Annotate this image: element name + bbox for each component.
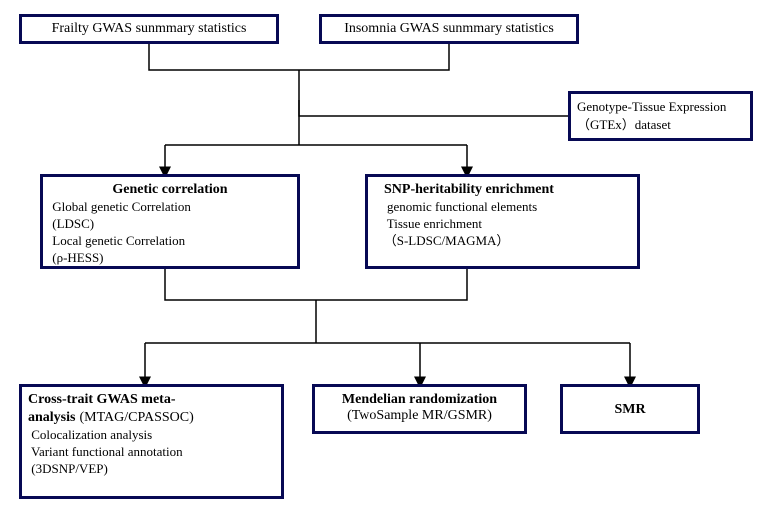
gencorr-l2: (LDSC) — [49, 215, 291, 232]
gtex-line1: Genotype-Tissue Expression — [577, 98, 744, 116]
gencorr-heading: Genetic correlation — [49, 181, 291, 198]
mr-box: Mendelian randomization (TwoSample MR/GS… — [312, 384, 527, 434]
cross-heading: Cross-trait GWAS meta- — [28, 391, 275, 408]
gtex-line2: （GTEx）dataset — [577, 116, 744, 134]
gencorr-box: Genetic correlation Global genetic Corre… — [40, 174, 300, 269]
mr-hsub: (TwoSample MR/GSMR) — [321, 408, 518, 424]
smr-box: SMR — [560, 384, 700, 434]
cross-l3: (3DSNP/VEP) — [28, 460, 275, 477]
herit-box: SNP-heritability enrichment genomic func… — [365, 174, 640, 269]
cross-l2: Variant functional annotation — [28, 443, 275, 460]
cross-l1: Colocalization analysis — [28, 426, 275, 443]
insomnia-label: Insomnia GWAS sunmmary statistics — [344, 20, 554, 38]
frailty-label: Frailty GWAS sunmmary statistics — [52, 20, 247, 38]
gencorr-l3: Local genetic Correlation — [49, 232, 291, 249]
gencorr-l1: Global genetic Correlation — [49, 198, 291, 215]
cross-heading2: analysis — [28, 410, 75, 425]
cross-hsub: (MTAG/CPASSOC) — [79, 410, 193, 425]
gencorr-l4: (ρ-HESS) — [49, 249, 291, 266]
frailty-box: Frailty GWAS sunmmary statistics — [19, 14, 279, 44]
herit-heading: SNP-heritability enrichment — [374, 181, 631, 198]
mr-heading: Mendelian randomization — [321, 391, 518, 408]
herit-l3: （S-LDSC/MAGMA） — [374, 232, 631, 249]
insomnia-box: Insomnia GWAS sunmmary statistics — [319, 14, 579, 44]
cross-box: Cross-trait GWAS meta- analysis (MTAG/CP… — [19, 384, 284, 499]
herit-l2: Tissue enrichment — [374, 215, 631, 232]
gtex-box: Genotype-Tissue Expression （GTEx）dataset — [568, 91, 753, 141]
smr-heading: SMR — [614, 401, 645, 418]
herit-l1: genomic functional elements — [374, 198, 631, 215]
